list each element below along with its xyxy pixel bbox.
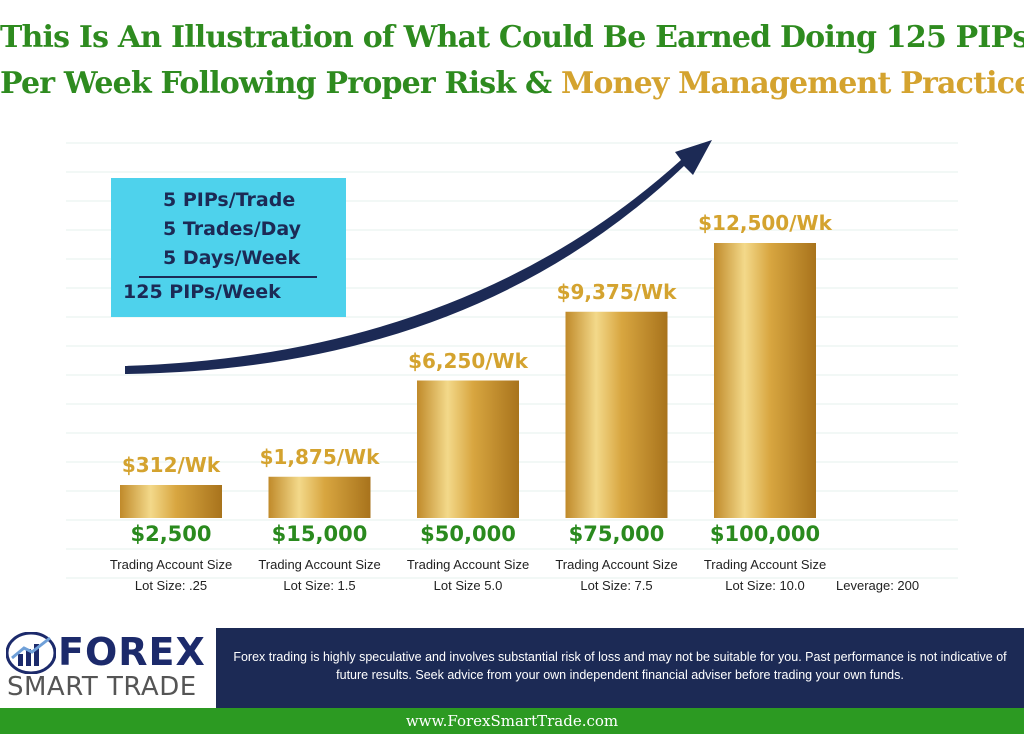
lot-size-label: Lot Size: .25 xyxy=(134,578,208,593)
bar-value-label: $9,375/Wk xyxy=(556,279,677,304)
trading-account-size-caption: Trading Account Size xyxy=(109,557,233,572)
trades-per-day: 5 Trades/Day xyxy=(163,218,302,240)
page-title-line2: Per Week Following Proper Risk & Money M… xyxy=(0,66,1024,101)
bar-1 xyxy=(268,476,371,518)
lot-size-label: Lot Size 5.0 xyxy=(433,578,503,593)
pips-per-trade: 5 PIPs/Trade xyxy=(163,189,296,211)
pips-summary-box: 5 PIPs/Trade 5 Trades/Day 5 Days/Week 12… xyxy=(111,178,346,317)
lot-size-label: Lot Size: 10.0 xyxy=(725,578,805,593)
trading-account-size-caption: Trading Account Size xyxy=(406,557,530,572)
lot-size-label: Lot Size: 1.5 xyxy=(283,578,356,593)
sum-divider xyxy=(139,276,317,278)
bar-value-label: $1,875/Wk xyxy=(259,444,380,469)
account-size-label: $50,000 xyxy=(420,522,516,546)
bar-value-label: $12,500/Wk xyxy=(698,211,832,235)
website-url[interactable]: www.ForexSmartTrade.com xyxy=(0,708,1024,734)
title-green-part: Per Week Following Proper Risk & xyxy=(0,66,552,101)
logo-smart-trade: SMART TRADE xyxy=(7,672,197,702)
pips-per-week-total: 125 PIPs/Week xyxy=(123,281,281,303)
trading-account-size-caption: Trading Account Size xyxy=(258,557,381,572)
days-per-week: 5 Days/Week xyxy=(163,247,301,269)
risk-disclaimer: Forex trading is highly speculative and … xyxy=(216,628,1024,708)
bar-group xyxy=(120,243,816,518)
bar-0 xyxy=(120,485,222,518)
bar-4 xyxy=(714,243,816,518)
bar-3 xyxy=(565,311,668,518)
trading-account-size-caption: Trading Account Size xyxy=(703,557,827,572)
account-size-label: $2,500 xyxy=(130,522,212,546)
chart-globe-icon xyxy=(6,632,56,674)
brand-logo: FOREX SMART TRADE xyxy=(0,628,216,708)
trading-account-size-caption: Trading Account Size xyxy=(555,557,678,572)
logo-forex: FOREX xyxy=(58,630,206,674)
account-size-label: $100,000 xyxy=(709,522,821,546)
page-title-line1: This Is An Illustration of What Could Be… xyxy=(0,20,1024,55)
account-size-label: $15,000 xyxy=(271,522,368,546)
lot-size-label: Lot Size: 7.5 xyxy=(580,578,653,593)
account-size-label: $75,000 xyxy=(568,522,665,546)
title-gold-part: Money Management Practices. xyxy=(551,66,1024,101)
bar-2 xyxy=(417,380,519,518)
bar-value-label: $312/Wk xyxy=(121,453,221,477)
bar-value-label: $6,250/Wk xyxy=(408,348,528,373)
leverage-note: Leverage: 200 xyxy=(836,578,920,593)
